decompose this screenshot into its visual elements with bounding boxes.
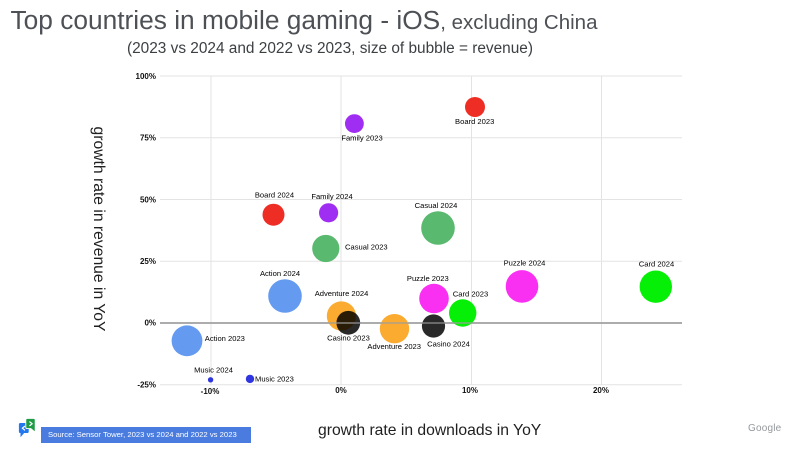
svg-text:Casual 2024: Casual 2024	[415, 201, 458, 210]
svg-text:Puzzle 2024: Puzzle 2024	[504, 258, 546, 267]
svg-text:Adventure 2023: Adventure 2023	[367, 342, 421, 351]
svg-text:Casual 2023: Casual 2023	[345, 242, 388, 251]
svg-text:Board 2024: Board 2024	[255, 191, 294, 200]
svg-text:Adventure 2024: Adventure 2024	[315, 289, 369, 298]
svg-text:Family 2023: Family 2023	[341, 134, 382, 143]
svg-text:Board 2023: Board 2023	[455, 117, 494, 126]
svg-text:50%: 50%	[140, 196, 156, 205]
svg-text:Music 2023: Music 2023	[255, 374, 294, 383]
svg-text:Card 2024: Card 2024	[639, 259, 674, 268]
svg-text:75%: 75%	[140, 134, 156, 143]
svg-text:-25%: -25%	[137, 381, 156, 390]
svg-text:20%: 20%	[593, 386, 609, 395]
svg-text:Music 2024: Music 2024	[194, 365, 233, 374]
svg-text:Casino 2023: Casino 2023	[327, 333, 370, 342]
svg-text:Casino 2024: Casino 2024	[427, 340, 470, 349]
svg-text:Action 2024: Action 2024	[260, 269, 300, 278]
svg-text:Action 2023: Action 2023	[205, 334, 245, 343]
svg-text:-10%: -10%	[201, 387, 220, 396]
svg-text:Puzzle 2023: Puzzle 2023	[407, 274, 449, 283]
svg-text:25%: 25%	[140, 257, 156, 266]
svg-text:Card 2023: Card 2023	[453, 290, 488, 299]
svg-text:Family 2024: Family 2024	[311, 192, 352, 201]
svg-text:0%: 0%	[144, 319, 156, 328]
svg-text:100%: 100%	[136, 72, 156, 81]
svg-text:10%: 10%	[462, 386, 478, 395]
svg-text:0%: 0%	[335, 386, 347, 395]
